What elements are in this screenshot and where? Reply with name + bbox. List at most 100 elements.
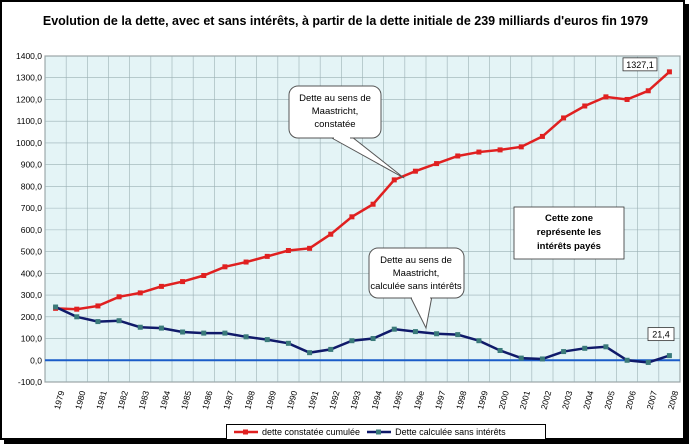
data-point: [497, 147, 503, 153]
data-point: [264, 253, 270, 259]
data-point: [307, 245, 313, 251]
data-point: [666, 353, 672, 359]
zone-text: Cette zone: [545, 213, 593, 224]
data-point: [137, 324, 143, 330]
data-point: [455, 153, 461, 159]
x-tick-label: 1980: [73, 389, 88, 410]
series-line-0: [55, 70, 671, 311]
callout-text-constatee: Dette au sens de: [299, 93, 371, 104]
y-tick-label: 300,0: [21, 290, 43, 300]
data-point: [328, 231, 334, 237]
data-point: [391, 177, 397, 183]
x-tick-label: 1997: [433, 389, 448, 410]
zone-text: représente les: [537, 227, 601, 238]
chart-title: Evolution de la dette, avec et sans inté…: [42, 14, 649, 28]
data-point: [645, 88, 651, 94]
x-tick-label: 1998: [454, 389, 469, 410]
data-point: [539, 356, 545, 362]
x-tick-label: 1991: [306, 389, 321, 410]
data-point: [180, 279, 186, 285]
data-point: [434, 331, 440, 337]
y-tick-label: 600,0: [21, 225, 43, 235]
data-point: [476, 338, 482, 344]
data-point: [222, 264, 228, 270]
data-point: [95, 303, 101, 309]
x-tick-label: 1979: [52, 389, 67, 410]
data-point: [434, 161, 440, 167]
last-value-label-red: 1327,1: [626, 60, 654, 70]
y-tick-label: 900,0: [21, 160, 43, 170]
zone-box: [513, 206, 625, 260]
data-point: [137, 290, 143, 296]
x-tick-label: 1995: [391, 389, 406, 410]
data-point: [328, 346, 334, 352]
x-tick-label: 1986: [200, 389, 215, 410]
data-point: [561, 115, 567, 121]
y-tick-label: 200,0: [21, 312, 43, 322]
data-point: [497, 347, 503, 353]
x-tick-label: 1993: [348, 389, 363, 410]
data-point: [539, 133, 545, 139]
data-point: [74, 306, 80, 312]
x-tick-label: 1984: [158, 389, 173, 410]
data-point: [53, 304, 59, 310]
x-tick-label: 199e: [412, 389, 427, 410]
callout-text-constatee: Maastricht,: [312, 106, 358, 117]
data-point: [201, 330, 207, 336]
series-line-1: [55, 305, 670, 364]
x-tick-label: 1987: [221, 389, 236, 410]
data-point: [74, 314, 80, 320]
data-point: [307, 350, 313, 356]
data-point: [476, 149, 482, 155]
data-point: [158, 325, 164, 331]
legend: dette constatée cumulée Dette calculée s…: [226, 424, 546, 440]
data-point: [180, 329, 186, 335]
data-point: [582, 103, 588, 109]
data-point: [349, 338, 355, 344]
last-value-label-blue: 21,4: [652, 330, 670, 340]
callout-joint-constatee: [334, 132, 350, 139]
y-tick-label: 1200,0: [16, 94, 42, 104]
data-point: [222, 330, 228, 336]
x-tick-label: 1982: [115, 389, 130, 410]
y-tick-label: 1400,0: [16, 51, 42, 61]
legend-item-constatee: dette constatée cumulée: [233, 427, 360, 437]
data-point: [645, 359, 651, 365]
data-point: [412, 329, 418, 335]
data-point: [518, 355, 524, 361]
data-point: [158, 283, 164, 289]
y-tick-label: 400,0: [21, 268, 43, 278]
data-point: [243, 334, 249, 340]
data-point: [95, 319, 101, 325]
legend-swatch-red: [234, 429, 258, 435]
data-point: [264, 337, 270, 343]
y-tick-label: 1000,0: [16, 138, 42, 148]
x-tick-label: 2003: [560, 389, 575, 410]
legend-label-sans-interets: Dette calculée sans intérêts: [395, 427, 506, 437]
x-tick-label: 2005: [602, 389, 617, 410]
x-tick-label: 1989: [264, 389, 279, 410]
data-point: [412, 168, 418, 174]
x-tick-label: 2004: [581, 389, 596, 410]
callout-text-constatee: constatée: [314, 119, 355, 130]
x-tick-label: 1994: [369, 389, 384, 410]
x-tick-label: 2008: [666, 389, 681, 410]
x-tick-label: 2002: [539, 389, 554, 410]
data-point: [391, 326, 397, 332]
data-point: [285, 340, 291, 346]
data-point: [201, 273, 207, 279]
x-tick-label: 2000: [496, 389, 511, 410]
data-point: [285, 248, 291, 254]
y-tick-label: 500,0: [21, 247, 43, 257]
callout-text-sans: calculée sans intérêts: [370, 281, 462, 292]
data-point: [455, 332, 461, 338]
data-point: [243, 259, 249, 265]
x-tick-label: 1992: [327, 389, 342, 410]
x-tick-label: 1985: [179, 389, 194, 410]
x-tick-label: 2007: [645, 389, 660, 410]
x-tick-label: 1990: [285, 389, 300, 410]
legend-swatch-blue: [367, 429, 392, 435]
x-tick-label: 2001: [518, 389, 533, 410]
data-point: [370, 201, 376, 207]
data-point: [603, 94, 609, 100]
